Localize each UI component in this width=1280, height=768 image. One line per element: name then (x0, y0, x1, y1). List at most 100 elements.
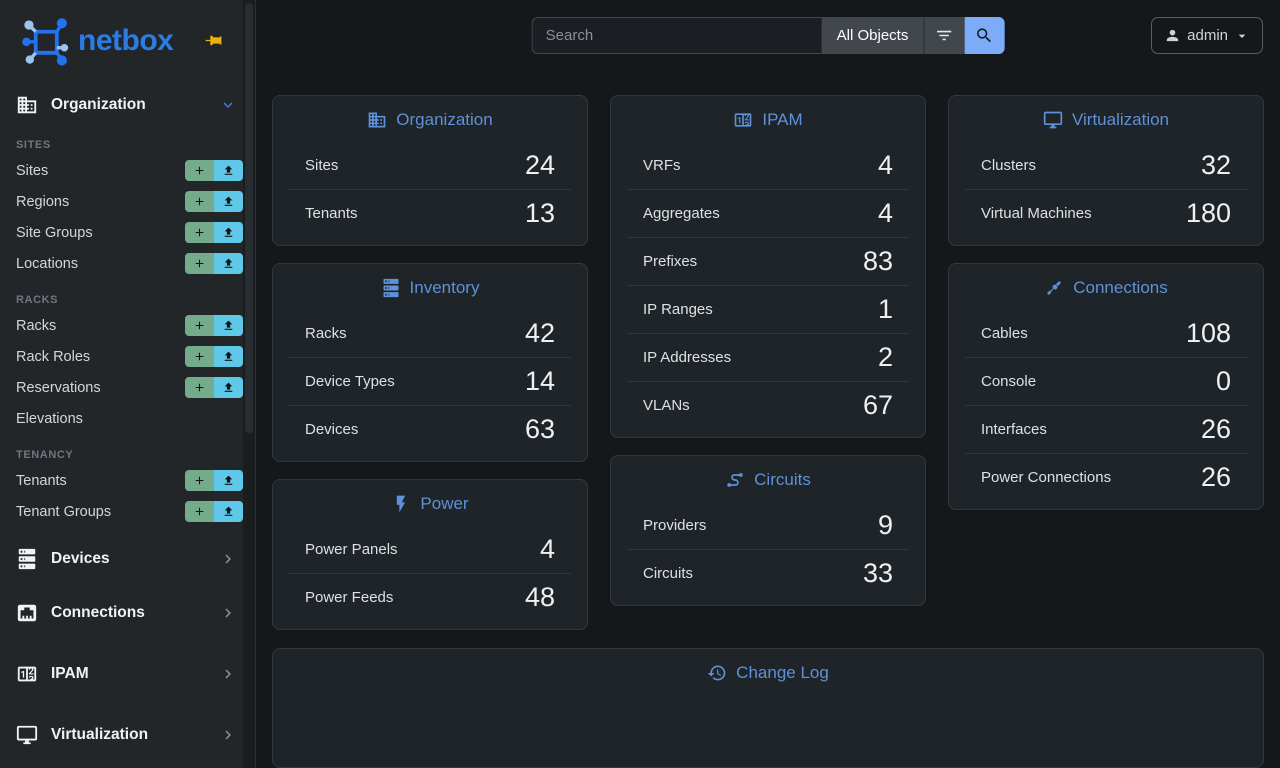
card-title-virtualization[interactable]: Virtualization (965, 96, 1247, 132)
add-button[interactable] (185, 470, 214, 491)
import-button[interactable] (214, 191, 243, 212)
stat-label[interactable]: Interfaces (981, 421, 1047, 438)
stat-label[interactable]: IP Ranges (643, 301, 713, 318)
search-submit-button[interactable] (964, 17, 1005, 54)
stat-label[interactable]: Power Feeds (305, 589, 394, 606)
sidebar-item-tenant-groups[interactable]: Tenant Groups (0, 496, 255, 527)
logo-row: netbox (0, 0, 255, 78)
stat-label[interactable]: Tenants (305, 205, 358, 222)
search-input[interactable] (531, 17, 822, 54)
card-title-power[interactable]: Power (289, 480, 571, 516)
stat-label[interactable]: Providers (643, 517, 707, 534)
netbox-logo-icon (16, 14, 74, 68)
chevron-right-icon (219, 665, 237, 683)
import-button[interactable] (214, 501, 243, 522)
stat-label[interactable]: Aggregates (643, 205, 720, 222)
stat-label[interactable]: Devices (305, 421, 359, 438)
add-button[interactable] (185, 160, 214, 181)
plus-icon (193, 474, 206, 487)
card-virtualization: Virtualization Clusters 32 Virtual Machi… (948, 95, 1264, 246)
sidebar-item-reservations[interactable]: Reservations (0, 372, 255, 403)
plus-icon (193, 381, 206, 394)
pin-sidebar-button[interactable] (204, 31, 223, 50)
stat-label[interactable]: Racks (305, 325, 347, 342)
card-title-circuits[interactable]: Circuits (627, 456, 909, 492)
stat-label[interactable]: VRFs (643, 157, 681, 174)
netbox-logo[interactable]: netbox (16, 14, 174, 68)
stat-row: Virtual Machines 180 (965, 189, 1247, 237)
stat-label[interactable]: Power Panels (305, 541, 398, 558)
import-button[interactable] (214, 253, 243, 274)
sidebar-item-devices[interactable]: Devices (0, 540, 255, 578)
card-title-inventory[interactable]: Inventory (289, 264, 571, 300)
import-button[interactable] (214, 160, 243, 181)
sidebar-item-rack-roles[interactable]: Rack Roles (0, 341, 255, 372)
stat-label[interactable]: VLANs (643, 397, 690, 414)
import-button[interactable] (214, 470, 243, 491)
logo-wordmark: netbox (78, 23, 174, 57)
stat-value: 4 (539, 534, 555, 564)
caret-down-icon (1234, 28, 1250, 44)
stat-value: 67 (862, 390, 893, 420)
sidebar-item-virtualization[interactable]: Virtualization (0, 708, 255, 761)
stat-label[interactable]: Cables (981, 325, 1028, 342)
user-menu-button[interactable]: admin (1151, 17, 1263, 54)
sidebar-item-tenants[interactable]: Tenants (0, 465, 255, 496)
add-button[interactable] (185, 501, 214, 522)
add-button[interactable] (185, 377, 214, 398)
card-connections: Connections Cables 108 Console 0 Interfa… (948, 263, 1264, 510)
stat-row: Power Panels 4 (289, 526, 571, 573)
plus-icon (193, 164, 206, 177)
sidebar-scrollbar-thumb[interactable] (245, 3, 253, 434)
import-button[interactable] (214, 346, 243, 367)
sidebar-item-sites[interactable]: Sites (0, 155, 255, 186)
import-button[interactable] (214, 315, 243, 336)
upload-icon (222, 226, 235, 239)
card-title-ipam[interactable]: IPAM (627, 96, 909, 132)
sidebar-item-regions[interactable]: Regions (0, 186, 255, 217)
stat-value: 13 (524, 198, 555, 228)
filter-button[interactable] (924, 17, 965, 54)
add-button[interactable] (185, 222, 214, 243)
sidebar: netbox Organization SITES Sites Regions … (0, 0, 256, 768)
sidebar-item-elevations[interactable]: Elevations (16, 410, 83, 427)
import-button[interactable] (214, 222, 243, 243)
sidebar-item-racks[interactable]: Racks (0, 310, 255, 341)
sidebar-item-organization[interactable]: Organization (0, 86, 255, 124)
circuit-icon (725, 470, 745, 490)
stat-value: 48 (524, 582, 555, 612)
card-organization: Organization Sites 24 Tenants 13 (272, 95, 588, 246)
stat-label[interactable]: Power Connections (981, 469, 1112, 486)
stat-label[interactable]: Virtual Machines (981, 205, 1092, 222)
add-button[interactable] (185, 191, 214, 212)
sidebar-item-locations[interactable]: Locations (0, 248, 255, 279)
card-title-connections[interactable]: Connections (965, 264, 1247, 300)
stat-label[interactable]: Console (981, 373, 1037, 390)
stat-label[interactable]: Prefixes (643, 253, 698, 270)
sidebar-item-connections[interactable]: Connections (0, 586, 255, 639)
add-button[interactable] (185, 315, 214, 336)
sidebar-item-site-groups[interactable]: Site Groups (0, 217, 255, 248)
chevron-right-icon (219, 604, 237, 622)
card-ipam: IPAM VRFs 4 Aggregates 4 Prefixes (610, 95, 926, 438)
stat-label[interactable]: Sites (305, 157, 339, 174)
stat-row: Aggregates 4 (627, 189, 909, 237)
sidebar-item-ipam[interactable]: IPAM (0, 647, 255, 700)
add-button[interactable] (185, 346, 214, 367)
import-button[interactable] (214, 377, 243, 398)
search-scope-button[interactable]: All Objects (821, 17, 924, 54)
chevron-down-icon (219, 96, 237, 114)
add-button[interactable] (185, 253, 214, 274)
stat-value: 26 (1200, 414, 1231, 444)
card-title-organization[interactable]: Organization (289, 96, 571, 132)
search-icon (975, 26, 994, 45)
card-title-changelog[interactable]: Change Log (289, 649, 1247, 685)
stat-value: 2 (877, 342, 893, 372)
stat-label[interactable]: IP Addresses (643, 349, 732, 366)
stat-label[interactable]: Clusters (981, 157, 1037, 174)
stat-label[interactable]: Circuits (643, 565, 694, 582)
stat-value: 26 (1200, 462, 1231, 492)
stat-label[interactable]: Device Types (305, 373, 395, 390)
dashboard-column-1: Organization Sites 24 Tenants 13 (272, 95, 588, 647)
stat-value: 0 (1215, 366, 1231, 396)
